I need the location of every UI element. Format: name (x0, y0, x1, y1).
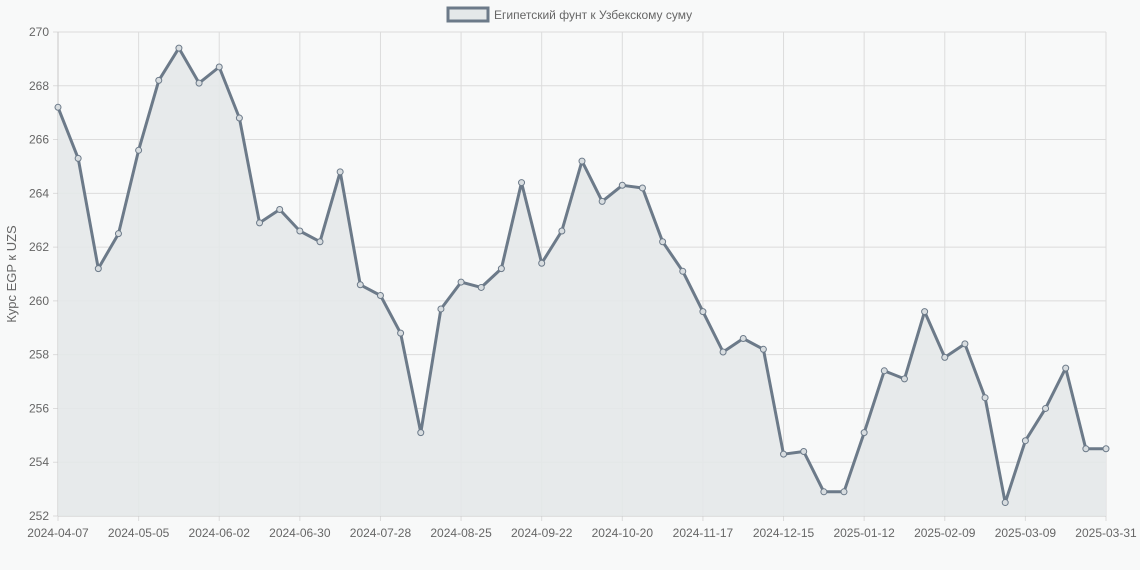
data-point[interactable] (376, 292, 384, 300)
data-point[interactable] (1062, 364, 1070, 372)
data-point[interactable] (679, 267, 687, 275)
data-points[interactable] (54, 44, 1110, 507)
data-point[interactable] (699, 308, 707, 316)
data-point[interactable] (397, 329, 405, 337)
y-tick-label: 270 (29, 25, 49, 39)
data-point[interactable] (477, 283, 485, 291)
data-point[interactable] (54, 103, 62, 111)
data-point[interactable] (175, 44, 183, 52)
data-point[interactable] (578, 157, 586, 165)
legend-label[interactable]: Египетский фунт к Узбекскому суму (494, 8, 692, 22)
y-tick-label: 262 (29, 240, 49, 254)
data-point[interactable] (1082, 445, 1090, 453)
y-tick-label: 252 (29, 509, 49, 523)
data-point[interactable] (195, 79, 203, 87)
series-area-fill (58, 48, 1106, 516)
data-point[interactable] (518, 179, 526, 187)
legend-swatch[interactable] (446, 6, 490, 23)
y-tick-label: 264 (29, 186, 49, 200)
data-point[interactable] (961, 340, 969, 348)
data-point[interactable] (235, 114, 243, 122)
data-point[interactable] (1102, 445, 1110, 453)
data-point[interactable] (155, 76, 163, 84)
data-point[interactable] (800, 447, 808, 455)
x-tick-label: 2024-07-28 (350, 526, 412, 540)
x-tick-label: 2024-06-02 (189, 526, 251, 540)
data-point[interactable] (981, 394, 989, 402)
data-point[interactable] (739, 335, 747, 343)
data-point[interactable] (860, 429, 868, 437)
x-axis: 2024-04-07 2024-05-05 2024-06-02 2024-06-30… (27, 526, 1137, 540)
data-point[interactable] (276, 205, 284, 213)
y-tick-label: 256 (29, 401, 49, 415)
x-tick-label: 2024-11-17 (673, 526, 734, 540)
data-point[interactable] (114, 230, 122, 238)
x-tick-label: 2024-05-05 (108, 526, 170, 540)
data-point[interactable] (941, 353, 949, 361)
x-tick-label: 2024-04-07 (27, 526, 89, 540)
data-point[interactable] (296, 227, 304, 235)
x-tick-label: 2024-09-22 (511, 526, 573, 540)
y-axis-title: Курс EGP к UZS (4, 225, 19, 323)
y-axis: 252 254 256 258 260 262 264 266 268 270 (29, 25, 49, 523)
legend[interactable]: Египетский фунт к Узбекскому суму (446, 6, 692, 23)
data-point[interactable] (638, 184, 646, 192)
data-point[interactable] (316, 238, 324, 246)
data-point[interactable] (618, 181, 626, 189)
data-point[interactable] (457, 278, 465, 286)
data-point[interactable] (135, 146, 143, 154)
y-tick-label: 266 (29, 133, 49, 147)
data-point[interactable] (719, 348, 727, 356)
x-tick-label: 2025-03-31 (1075, 526, 1137, 540)
y-tick-label: 268 (29, 79, 49, 93)
data-point[interactable] (820, 488, 828, 496)
data-point[interactable] (921, 308, 929, 316)
data-point[interactable] (336, 168, 344, 176)
data-point[interactable] (759, 345, 767, 353)
data-point[interactable] (900, 375, 908, 383)
data-point[interactable] (497, 265, 505, 273)
x-tick-label: 2025-02-09 (914, 526, 976, 540)
x-tick-label: 2025-01-12 (833, 526, 895, 540)
data-point[interactable] (437, 305, 445, 313)
data-point[interactable] (1021, 437, 1029, 445)
data-point[interactable] (215, 63, 223, 71)
y-tick-label: 258 (29, 348, 49, 362)
x-tick-label: 2025-03-09 (995, 526, 1057, 540)
data-point[interactable] (356, 281, 364, 289)
data-point[interactable] (1001, 499, 1009, 507)
x-tick-label: 2024-06-30 (269, 526, 331, 540)
data-point[interactable] (880, 367, 888, 375)
data-point[interactable] (598, 197, 606, 205)
data-point[interactable] (558, 227, 566, 235)
data-point[interactable] (1042, 404, 1050, 412)
y-tick-label: 254 (29, 455, 49, 469)
data-point[interactable] (840, 488, 848, 496)
x-tick-label: 2024-10-20 (592, 526, 654, 540)
data-point[interactable] (659, 238, 667, 246)
data-point[interactable] (256, 219, 264, 227)
data-point[interactable] (780, 450, 788, 458)
data-point[interactable] (74, 154, 82, 162)
x-tick-label: 2024-12-15 (753, 526, 815, 540)
y-tick-label: 260 (29, 294, 49, 308)
data-point[interactable] (417, 429, 425, 437)
x-tick-label: 2024-08-25 (430, 526, 492, 540)
data-point[interactable] (538, 259, 546, 267)
data-point[interactable] (94, 265, 102, 273)
